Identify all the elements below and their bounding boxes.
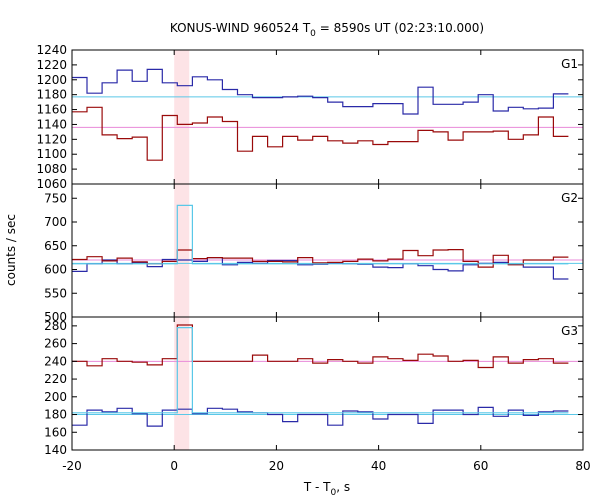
panel-label: G1 xyxy=(561,57,578,71)
y-tick-label: 1240 xyxy=(36,43,67,57)
panel-frame xyxy=(71,183,584,318)
y-tick-label: 650 xyxy=(44,239,67,253)
panel-frame xyxy=(71,316,584,451)
x-tick-label: 0 xyxy=(170,459,178,473)
y-tick-label: 600 xyxy=(44,263,67,277)
series-red-step xyxy=(72,324,569,369)
y-tick-label: 200 xyxy=(44,390,67,404)
y-tick-label: 1220 xyxy=(36,58,67,72)
panel-g3: 140 160 180 200 220 240 260 280 G3 xyxy=(44,316,584,457)
y-tick-label: 500 xyxy=(44,310,67,324)
y-tick-label: 1060 xyxy=(36,177,67,191)
y-tick-label: 220 xyxy=(44,372,67,386)
x-tick-label: 80 xyxy=(575,459,590,473)
y-tick-label: 1120 xyxy=(36,132,67,146)
y-tick-label: 1080 xyxy=(36,162,67,176)
chart-title: KONUS-WIND 960524 T0 = 8590s UT (02:23:1… xyxy=(170,21,484,39)
y-tick-label: 260 xyxy=(44,337,67,351)
y-tick-label: 1160 xyxy=(36,103,67,117)
x-tick-label: 20 xyxy=(269,459,284,473)
series-blue-step xyxy=(72,68,569,115)
x-tick-label: -20 xyxy=(62,459,82,473)
y-tick-label: 750 xyxy=(44,191,67,205)
y-tick-label: 140 xyxy=(44,443,67,457)
series-cyan-step xyxy=(72,204,569,265)
y-tick-label: 1180 xyxy=(36,88,67,102)
x-tick-label: 60 xyxy=(473,459,488,473)
panel-g1: 1060108011001120114011601180120012201240… xyxy=(36,43,584,191)
y-tick-label: 550 xyxy=(44,286,67,300)
panel-frame xyxy=(71,49,584,185)
x-tick-label: 40 xyxy=(371,459,386,473)
y-axis-label: counts / sec xyxy=(4,214,18,286)
y-tick-label: 180 xyxy=(44,408,67,422)
y-tick-label: 280 xyxy=(44,319,67,333)
y-tick-label: 160 xyxy=(44,425,67,439)
y-tick-label: 1140 xyxy=(36,117,67,131)
panel-g2: 500 550 600 650 700 750 G2 xyxy=(44,183,584,324)
x-axis-label: T - T0, s xyxy=(303,480,350,498)
panel-label: G2 xyxy=(561,191,578,205)
series-blue-step xyxy=(72,406,569,427)
series-red-step xyxy=(72,106,569,161)
y-tick-label: 700 xyxy=(44,215,67,229)
y-tick-label: 240 xyxy=(44,354,67,368)
y-tick-label: 1100 xyxy=(36,147,67,161)
series-blue-step xyxy=(72,257,569,280)
panel-label: G3 xyxy=(561,324,578,338)
y-tick-label: 1200 xyxy=(36,73,67,87)
series-cyan-step xyxy=(72,327,569,414)
